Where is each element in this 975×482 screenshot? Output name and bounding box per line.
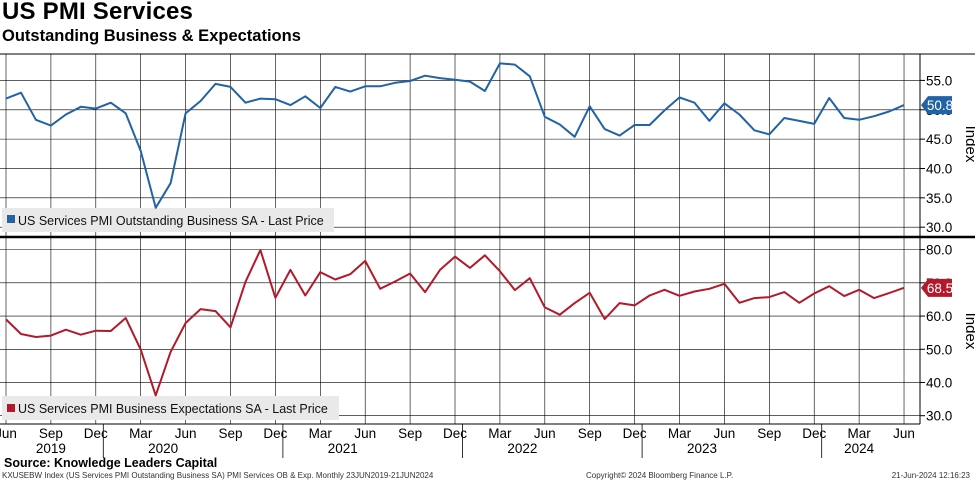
chart-subtitle: Outstanding Business & Expectations — [2, 27, 301, 45]
bottom-y-tick-label: 40.0 — [926, 375, 952, 390]
footer-index-info: KXUSEBW Index (US Services PMI Outstandi… — [2, 471, 434, 480]
x-tick-label: Jun — [714, 426, 736, 441]
bottom-legend-swatch — [7, 404, 15, 412]
bottom-legend-label: US Services PMI Business Expectations SA… — [18, 402, 328, 416]
x-tick-label: Dec — [84, 426, 108, 441]
x-tick-label: Sep — [398, 426, 422, 441]
top-y-tick-label: 55.0 — [926, 73, 952, 88]
top-y-axis-label: Index — [962, 126, 975, 163]
bottom-panel-legend: US Services PMI Business Expectations SA… — [2, 396, 339, 420]
series-lines — [5, 62, 905, 397]
x-tick-label: Mar — [668, 426, 692, 441]
top-last-value-tag: 50.8 — [921, 96, 953, 115]
bottom-y-tick-label: 80.0 — [926, 243, 952, 258]
top-legend-bg — [2, 208, 334, 232]
x-year-label: 2023 — [687, 441, 717, 456]
x-tick-label: Sep — [757, 426, 781, 441]
top-y-tick-label: 40.0 — [926, 161, 952, 176]
top-legend-swatch — [7, 215, 15, 223]
x-year-label: 2020 — [148, 441, 178, 456]
x-tick-label: Sep — [39, 426, 63, 441]
x-tick-label: Jun — [175, 426, 197, 441]
axes: 55.050.045.040.035.030.080.070.060.050.0… — [0, 54, 953, 458]
bottom-y-axis-label: Index — [962, 313, 975, 350]
top-panel-legend: US Services PMI Outstanding Business SA … — [2, 208, 334, 232]
top-y-tick-label: 30.0 — [926, 220, 952, 235]
bottom-y-tick-label: 60.0 — [926, 309, 952, 324]
x-tick-label: Mar — [847, 426, 871, 441]
bottom-y-tick-label: 30.0 — [926, 409, 952, 424]
x-tick-label: Sep — [218, 426, 242, 441]
x-tick-label: Dec — [443, 426, 467, 441]
bottom-last-value-tag-bg — [921, 278, 952, 297]
x-tick-label: Jun — [893, 426, 915, 441]
x-tick-label: Jun — [354, 426, 376, 441]
bottom-legend-bg — [2, 396, 339, 420]
x-tick-label: Jun — [0, 426, 17, 441]
x-year-label: 2021 — [328, 441, 358, 456]
x-tick-label: Dec — [623, 426, 647, 441]
x-tick-label: Dec — [802, 426, 826, 441]
bottom-last-value-tag-text: 68.5 — [927, 281, 953, 296]
top-y-tick-label: 35.0 — [926, 191, 952, 206]
top-legend-label: US Services PMI Outstanding Business SA … — [18, 214, 324, 228]
chart-title: US PMI Services — [2, 0, 194, 25]
x-tick-label: Jun — [534, 426, 556, 441]
x-year-label: 2022 — [507, 441, 537, 456]
bottom-y-tick-label: 50.0 — [926, 342, 952, 357]
top-last-value-tag-bg — [921, 96, 952, 115]
x-tick-label: Mar — [129, 426, 153, 441]
x-year-label: 2024 — [844, 441, 875, 456]
x-tick-label: Sep — [578, 426, 602, 441]
x-tick-label: Mar — [309, 426, 333, 441]
x-year-label: 2019 — [36, 441, 66, 456]
top-last-value-tag-text: 50.8 — [927, 98, 953, 113]
source-note: Source: Knowledge Leaders Capital — [4, 456, 218, 470]
x-tick-label: Dec — [263, 426, 287, 441]
top-y-tick-label: 45.0 — [926, 132, 952, 147]
footer-timestamp: 21-Jun-2024 12:16:23 — [891, 471, 970, 480]
footer-copyright: Copyright© 2024 Bloomberg Finance L.P. — [586, 471, 734, 480]
bottom-panel-grid — [0, 238, 920, 424]
bottom-last-value-tag: 68.5 — [921, 278, 953, 297]
x-tick-label: Mar — [488, 426, 512, 441]
